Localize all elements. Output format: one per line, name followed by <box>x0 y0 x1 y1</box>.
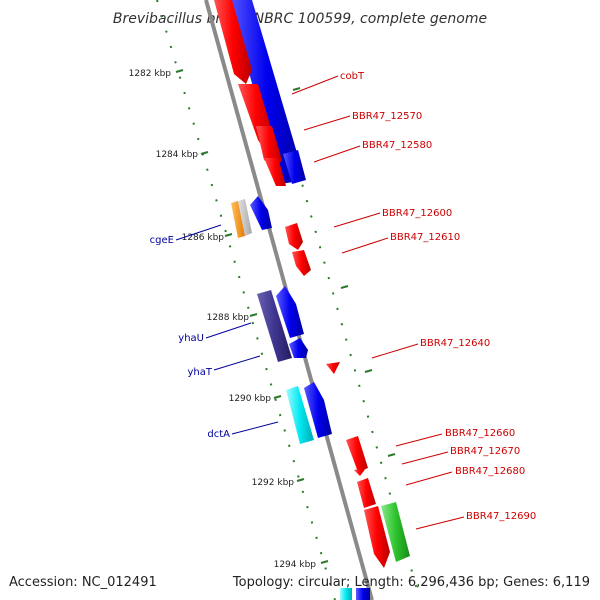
leader-dctA <box>231 421 279 435</box>
gene-arrow-yhaT[interactable] <box>276 286 304 338</box>
gene-arrow-cyan-bottom[interactable] <box>340 588 352 600</box>
gene-arrow-BBR47_12600[interactable] <box>285 223 303 250</box>
tick-mark <box>273 395 282 399</box>
tick-label-1282: 1282 kbp <box>129 69 172 79</box>
gene-label-BBR47_12660[interactable]: BBR47_12660 <box>445 428 515 439</box>
leader-BBR47_12660 <box>395 433 443 447</box>
gene-label-BBR47_12690[interactable]: BBR47_12690 <box>466 511 536 522</box>
gene-label-dctA[interactable]: dctA <box>207 429 230 440</box>
gene-arrow-grey[interactable] <box>238 199 252 236</box>
gene-label-BBR47_12610[interactable]: BBR47_12610 <box>390 232 460 243</box>
leader-BBR47_12600 <box>333 212 381 228</box>
gene-arrow-BBR47_12670[interactable] <box>354 468 366 476</box>
tick-label-1286: 1286 kbp <box>182 233 225 243</box>
topology-text: Topology: circular; Length: 6,296,436 bp… <box>232 575 590 590</box>
gene-arrow-blue-dctA[interactable] <box>304 382 332 438</box>
gene-label-BBR47_12680[interactable]: BBR47_12680 <box>455 466 525 477</box>
gene-label-BBR47_12580[interactable]: BBR47_12580 <box>362 140 432 151</box>
gene-label-BBR47_12570[interactable]: BBR47_12570 <box>352 111 422 122</box>
gene-label-BBR47_12670[interactable]: BBR47_12670 <box>450 446 520 457</box>
gene-label-BBR47_12600[interactable]: BBR47_12600 <box>382 208 452 219</box>
tick-label-1284: 1284 kbp <box>156 150 199 160</box>
accession-text: Accession: NC_012491 <box>9 575 157 590</box>
leader-BBR47_12680 <box>405 471 453 486</box>
tick-mark <box>340 285 349 289</box>
gene-arrow-cgeE[interactable] <box>231 201 245 238</box>
gene-arrow-BBR47_12690[interactable] <box>364 506 390 568</box>
leader-BBR47_12580 <box>313 145 361 163</box>
gene-features <box>214 0 410 600</box>
gene-arrow-blue-bottom[interactable] <box>356 588 370 600</box>
tick-label-1292: 1292 kbp <box>252 478 295 488</box>
tick-label-1294: 1294 kbp <box>274 560 317 570</box>
tick-mark <box>175 69 184 73</box>
gene-label-yhaU[interactable]: yhaU <box>178 333 204 344</box>
tick-mark <box>296 478 305 482</box>
gene-arrow-blue-cgeE[interactable] <box>250 196 272 230</box>
gene-arrow-BBR47_12680[interactable] <box>357 478 376 508</box>
tick-label-1290: 1290 kbp <box>229 394 272 404</box>
gene-label-cgeE[interactable]: cgeE <box>150 235 174 246</box>
gene-arrow-blue-long[interactable] <box>228 0 305 184</box>
leader-yhaU <box>205 322 252 339</box>
gene-arrow-BBR47_12580[interactable] <box>256 126 282 168</box>
tick-mark <box>224 233 233 237</box>
gene-label-yhaT[interactable]: yhaT <box>188 367 213 378</box>
tick-mark <box>249 313 258 317</box>
gene-label-BBR47_12640[interactable]: BBR47_12640 <box>420 338 490 349</box>
leader-cobT <box>291 75 339 95</box>
tick-mark <box>200 151 209 155</box>
map-title: Brevibacillus brevis NBRC 100599, comple… <box>113 11 487 27</box>
leader-BBR47_12670 <box>401 451 449 465</box>
leader-yhaT <box>213 355 261 371</box>
leader-BBR47_12610 <box>341 237 389 254</box>
tick-label-1288: 1288 kbp <box>207 313 250 323</box>
gene-arrow-yhaU[interactable] <box>257 290 292 362</box>
kbp-ticks <box>175 69 396 564</box>
tick-mark <box>364 369 373 373</box>
gene-arrow-BBR47_12660[interactable] <box>346 436 368 472</box>
leader-cgeE <box>175 224 222 241</box>
left-label-leaders <box>175 224 279 435</box>
tick-mark <box>387 453 396 457</box>
gene-arrow-dctA[interactable] <box>286 386 314 444</box>
gene-arrow-BBR47_12610[interactable] <box>292 250 311 276</box>
leader-BBR47_12640 <box>371 343 419 359</box>
leader-BBR47_12690 <box>415 516 465 530</box>
gene-label-cobT[interactable]: cobT <box>340 71 365 82</box>
leader-BBR47_12570 <box>303 115 351 131</box>
tick-mark <box>320 560 329 564</box>
gene-arrow-BBR47_12640[interactable] <box>326 362 340 374</box>
tick-mark <box>292 87 301 91</box>
gene-arrow-blue-yhaT2[interactable] <box>289 338 308 358</box>
gene-arrow-BBR47_12580b[interactable] <box>264 158 286 186</box>
gene-arrow-cobT[interactable] <box>214 0 252 84</box>
gene-arrow-blue-small[interactable] <box>283 150 306 184</box>
right-label-leaders <box>291 75 465 530</box>
gene-arrow-green[interactable] <box>381 502 410 562</box>
